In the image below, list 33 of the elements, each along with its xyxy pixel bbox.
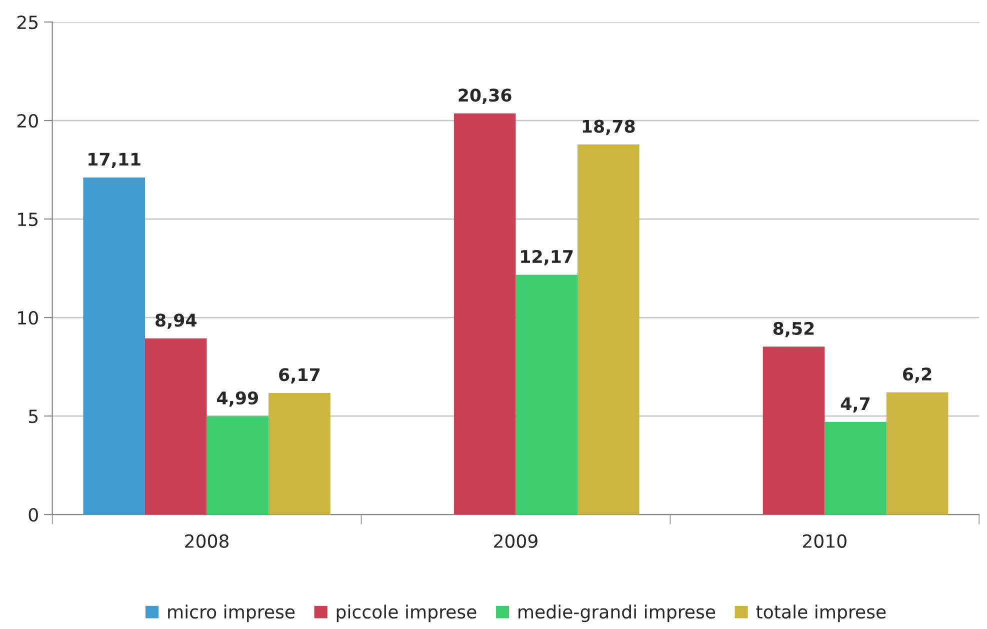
- data-label: 18,78: [582, 120, 635, 136]
- bar: [206, 416, 269, 515]
- data-label: 17,11: [88, 152, 140, 168]
- bar: [762, 346, 825, 515]
- data-label: 20,36: [458, 88, 512, 104]
- legend-label: medie-grandi imprese: [518, 604, 716, 622]
- bar: [83, 177, 145, 515]
- legend-label: piccole imprese: [336, 604, 476, 622]
- x-tick-label: 2008: [185, 534, 229, 548]
- data-label: 4,99: [217, 391, 258, 407]
- data-label: 6,17: [279, 368, 320, 384]
- bar: [144, 338, 207, 515]
- data-label: 4,7: [840, 397, 870, 412]
- bar: [824, 422, 886, 515]
- y-tick-label: 5: [29, 410, 38, 424]
- data-label: 8,52: [773, 322, 814, 338]
- legend-label: micro imprese: [168, 604, 295, 622]
- x-tick-label: 2009: [494, 534, 538, 548]
- y-tick-label: 0: [28, 508, 38, 522]
- data-label: 12,17: [521, 250, 573, 266]
- bar: [577, 144, 640, 515]
- bar: [516, 274, 578, 515]
- x-tick-label: 2010: [802, 534, 846, 548]
- legend-label: totale imprese: [756, 604, 886, 622]
- y-tick-label: 25: [17, 15, 38, 30]
- bar: [268, 392, 330, 515]
- bar: [454, 113, 516, 515]
- data-label: 8,94: [156, 314, 197, 329]
- data-label: 6,2: [903, 368, 932, 383]
- y-tick-label: 20: [17, 114, 38, 128]
- y-tick-label: 10: [18, 310, 38, 325]
- bar: [886, 392, 948, 515]
- y-tick-label: 15: [18, 212, 38, 226]
